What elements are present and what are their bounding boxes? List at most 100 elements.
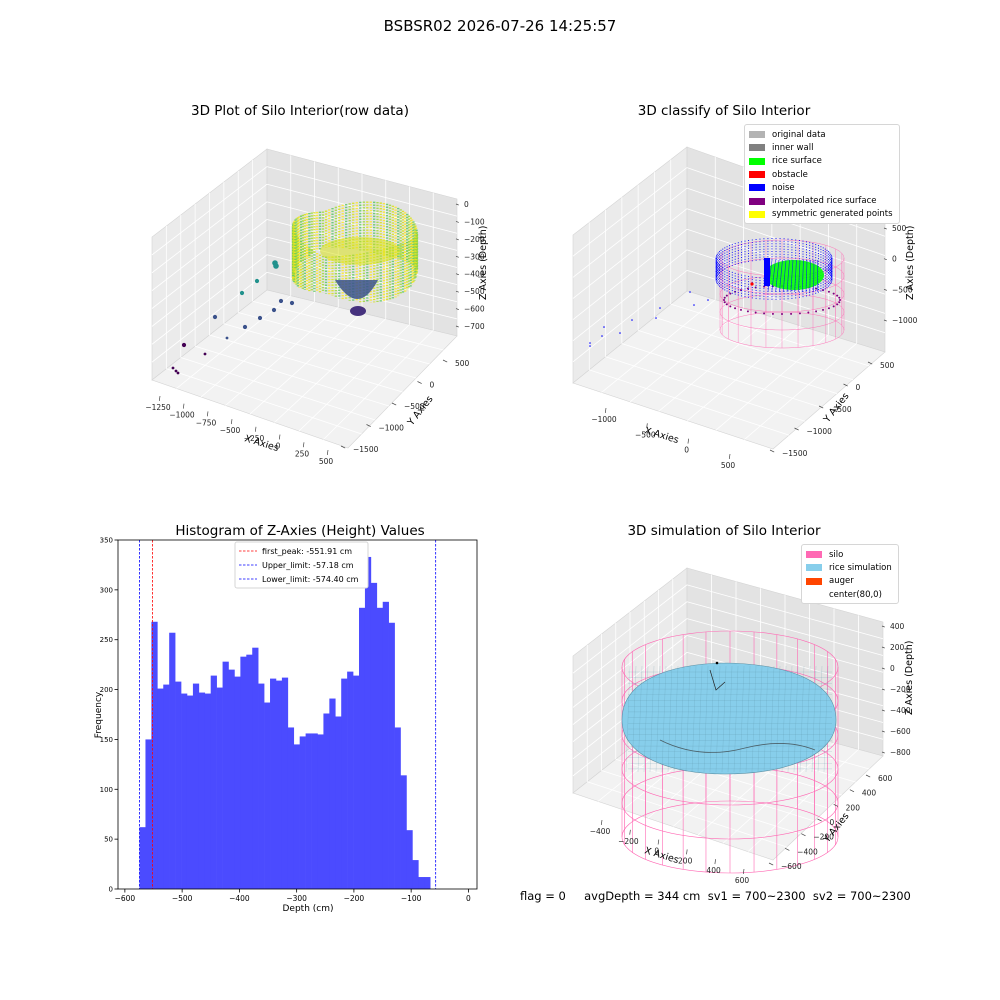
classify-x-tick: −1000 (591, 415, 617, 424)
histogram-bar (341, 678, 348, 889)
raw-outlier-point (278, 298, 284, 304)
classify-legend-swatch (749, 210, 765, 218)
classify-x-tick: 500 (721, 461, 736, 470)
noise-point (693, 304, 695, 306)
simulation-xlabel: X Axies (643, 845, 680, 866)
histogram-bar (204, 693, 212, 889)
noise-cluster (764, 258, 770, 286)
histogram-bar (359, 607, 366, 889)
obstacle-point (750, 282, 754, 286)
histogram-bar (293, 744, 300, 889)
classify-legend-item: symmetric generated points (749, 208, 893, 221)
histogram-xtick-label: −500 (172, 894, 193, 903)
raw-z-tick: −500 (464, 287, 485, 296)
classify-legend-item: rice surface (749, 155, 893, 168)
classify-legend-label: original data (772, 129, 826, 140)
raw-zlabel: Z Axies (Depth) (478, 226, 489, 300)
histogram-bar (347, 671, 354, 889)
figure-title: BSBSR02 2026-07-26 14:25:57 (383, 17, 617, 35)
simulation-y-tick: −200 (813, 833, 834, 842)
histogram-ytick-label: 350 (100, 537, 113, 545)
histogram-bar (198, 692, 206, 889)
classify-xlabel: X Axies (643, 425, 680, 446)
raw-x-tick: 500 (319, 457, 334, 466)
histogram-bar (222, 661, 229, 889)
raw-z-tick: 0 (464, 200, 469, 209)
histogram-bar (275, 680, 283, 889)
noise-point (601, 335, 603, 337)
histogram-bar (216, 687, 223, 889)
histogram-bar (163, 684, 170, 889)
raw-outlier-point (212, 314, 218, 320)
floor-pane (572, 290, 886, 450)
raw-ylabel: Y Axies (405, 394, 435, 429)
simulation-z-tick: −800 (890, 748, 911, 757)
classify-legend-swatch (749, 171, 765, 179)
histogram-bar (299, 736, 306, 889)
histogram-bar (169, 632, 176, 889)
classify-legend-swatch (749, 197, 765, 205)
histogram-bar (210, 675, 217, 889)
noise-point (631, 319, 633, 321)
raw-y-tick: −1000 (379, 424, 405, 433)
simulation-x-tick: 600 (735, 876, 750, 885)
histogram-bar (270, 678, 277, 889)
raw-outlier-point (242, 324, 248, 330)
simulation-legend-label: center(80,0) (829, 589, 882, 600)
histogram-xtick-label: −400 (229, 894, 250, 903)
histogram-chart: −600 −500 −400 −300 −200 −100 0 0 50 100 150 200 250… (94, 537, 478, 914)
simulation-z-tick: −600 (890, 727, 911, 736)
raw-outlier-point (176, 371, 180, 375)
raw-outlier-point (254, 278, 260, 284)
classify-y-tick: 0 (856, 383, 861, 392)
raw-z-tick: −200 (464, 235, 485, 244)
histogram-bar (252, 647, 259, 889)
simulation-z-tick: −400 (890, 706, 911, 715)
floor-pane (151, 289, 458, 449)
classify-legend: original data inner wall rice surface obsta… (744, 124, 900, 225)
histogram-bar (181, 693, 188, 889)
histogram-bar (323, 713, 330, 889)
histogram-bar (281, 677, 289, 889)
simulation-legend-item: auger (806, 575, 892, 588)
raw-outlier-point (257, 315, 263, 321)
histogram-bar (175, 681, 182, 889)
histogram-bar (305, 733, 312, 889)
histogram-bar (418, 877, 425, 889)
histogram-bar (329, 698, 336, 889)
raw-outlier-point (273, 263, 279, 269)
histogram-ytick-label: 150 (100, 736, 113, 744)
histogram-xtick-label: −200 (344, 894, 365, 903)
simulation-legend-item: silo (806, 548, 892, 561)
histogram-bar (240, 656, 247, 889)
histogram-bar (228, 669, 235, 889)
histogram-bar (258, 683, 265, 889)
classify-y-tick: −1000 (807, 427, 833, 436)
simulation-legend-swatch (806, 551, 822, 559)
histogram-bar (388, 622, 395, 889)
classify-legend-item: original data (749, 128, 893, 141)
histogram-ytick-label: 50 (104, 836, 113, 844)
histogram-ytick-label: 100 (100, 786, 113, 794)
histogram-bar (317, 734, 324, 889)
histogram-bar (311, 733, 318, 889)
simulation-legend-label: rice simulation (829, 562, 892, 573)
histogram-bar (145, 739, 152, 889)
simulation-legend-item: center(80,0) (806, 588, 892, 601)
simulation-y-tick: 600 (878, 774, 893, 783)
noise-point (603, 326, 605, 328)
histogram-xtick-label: 0 (466, 894, 471, 903)
histogram-bar (264, 702, 271, 889)
histogram-bar (151, 621, 158, 889)
histogram-bar (287, 727, 295, 889)
raw-x-tick: 0 (276, 442, 281, 451)
classify-z-tick: −1000 (892, 316, 918, 325)
classify-legend-swatch (749, 131, 765, 139)
histogram-bar (424, 877, 431, 889)
simulation-z-tick: 0 (890, 664, 895, 673)
histogram-title: Histogram of Z-Axies (Height) Values (175, 523, 425, 539)
histogram-bar (364, 556, 372, 889)
raw-plot-title: 3D Plot of Silo Interior(row data) (191, 103, 409, 119)
histogram-legend-label: Upper_limit: -57.18 cm (262, 561, 354, 570)
histogram-legend: first_peak: -551.91 cm Upper_limit: -57.1… (234, 541, 369, 589)
